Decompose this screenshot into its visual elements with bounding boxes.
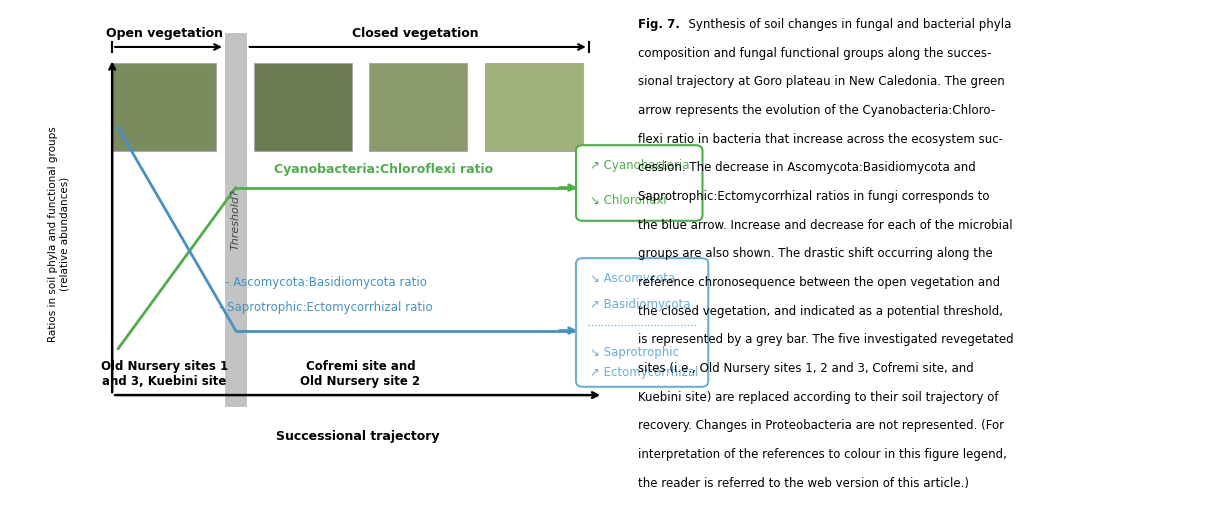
FancyBboxPatch shape: [576, 145, 703, 221]
Text: Synthesis of soil changes in fungal and bacterial phyla: Synthesis of soil changes in fungal and …: [681, 18, 1012, 31]
Text: Threshold?: Threshold?: [231, 190, 241, 250]
Bar: [112, 63, 216, 151]
Text: reference chronosequence between the open vegetation and: reference chronosequence between the ope…: [638, 276, 1001, 289]
Bar: [485, 63, 582, 151]
Text: Fig. 7.: Fig. 7.: [638, 18, 680, 31]
Text: ↗ Cyanobacteria: ↗ Cyanobacteria: [590, 159, 689, 172]
Text: is represented by a grey bar. The five investigated revegetated: is represented by a grey bar. The five i…: [638, 333, 1014, 346]
Text: ↘ Saprotrophic: ↘ Saprotrophic: [590, 346, 679, 359]
Text: the closed vegetation, and indicated as a potential threshold,: the closed vegetation, and indicated as …: [638, 305, 1003, 318]
Text: Open vegetation: Open vegetation: [106, 27, 223, 40]
Text: the blue arrow. Increase and decrease for each of the microbial: the blue arrow. Increase and decrease fo…: [638, 219, 1013, 232]
FancyBboxPatch shape: [576, 258, 708, 387]
Text: - Ascomycota:Basidiomycota ratio: - Ascomycota:Basidiomycota ratio: [225, 276, 427, 289]
Text: flexi ratio in bacteria that increase across the ecosystem suc-: flexi ratio in bacteria that increase ac…: [638, 133, 1003, 146]
Text: Successional trajectory: Successional trajectory: [276, 430, 439, 443]
Bar: [370, 63, 467, 151]
Text: arrow represents the evolution of the Cyanobacteria:Chloro-: arrow represents the evolution of the Cy…: [638, 104, 996, 117]
Text: Cofremi site and
Old Nursery site 2: Cofremi site and Old Nursery site 2: [300, 360, 421, 388]
Text: sional trajectory at Goro plateau in New Caledonia. The green: sional trajectory at Goro plateau in New…: [638, 75, 1006, 89]
Text: Old Nursery sites 1
and 3, Kuebini site: Old Nursery sites 1 and 3, Kuebini site: [101, 360, 227, 388]
Text: Closed vegetation: Closed vegetation: [353, 27, 479, 40]
Bar: [254, 63, 351, 151]
Text: - Saprotrophic:Ectomycorrhizal ratio: - Saprotrophic:Ectomycorrhizal ratio: [219, 301, 433, 314]
Text: ↘ Chloroflexi: ↘ Chloroflexi: [590, 194, 666, 207]
Text: recovery. Changes in Proteobacteria are not represented. (For: recovery. Changes in Proteobacteria are …: [638, 419, 1004, 432]
Text: groups are also shown. The drastic shift occurring along the: groups are also shown. The drastic shift…: [638, 247, 993, 260]
Text: Ratios in soil phyla and functional groups
(relative abundances): Ratios in soil phyla and functional grou…: [49, 126, 69, 342]
Text: ↗ Ectomycorrhizal: ↗ Ectomycorrhizal: [590, 366, 698, 378]
Text: composition and fungal functional groups along the succes-: composition and fungal functional groups…: [638, 47, 992, 60]
Bar: [225, 33, 247, 407]
Text: Cyanobacteria:Chloroflexi ratio: Cyanobacteria:Chloroflexi ratio: [274, 163, 494, 176]
Text: cession. The decrease in Ascomycota:Basidiomycota and: cession. The decrease in Ascomycota:Basi…: [638, 161, 976, 174]
Text: sites (i.e., Old Nursery sites 1, 2 and 3, Cofremi site, and: sites (i.e., Old Nursery sites 1, 2 and …: [638, 362, 974, 375]
Text: interpretation of the references to colour in this figure legend,: interpretation of the references to colo…: [638, 448, 1007, 461]
Text: ↗ Basidiomycota: ↗ Basidiomycota: [590, 298, 691, 311]
Text: Saprotrophic:Ectomycorrhizal ratios in fungi corresponds to: Saprotrophic:Ectomycorrhizal ratios in f…: [638, 190, 990, 203]
Text: ↘ Ascomycota: ↘ Ascomycota: [590, 272, 675, 286]
Text: the reader is referred to the web version of this article.): the reader is referred to the web versio…: [638, 477, 969, 490]
Text: Kuebini site) are replaced according to their soil trajectory of: Kuebini site) are replaced according to …: [638, 391, 998, 404]
